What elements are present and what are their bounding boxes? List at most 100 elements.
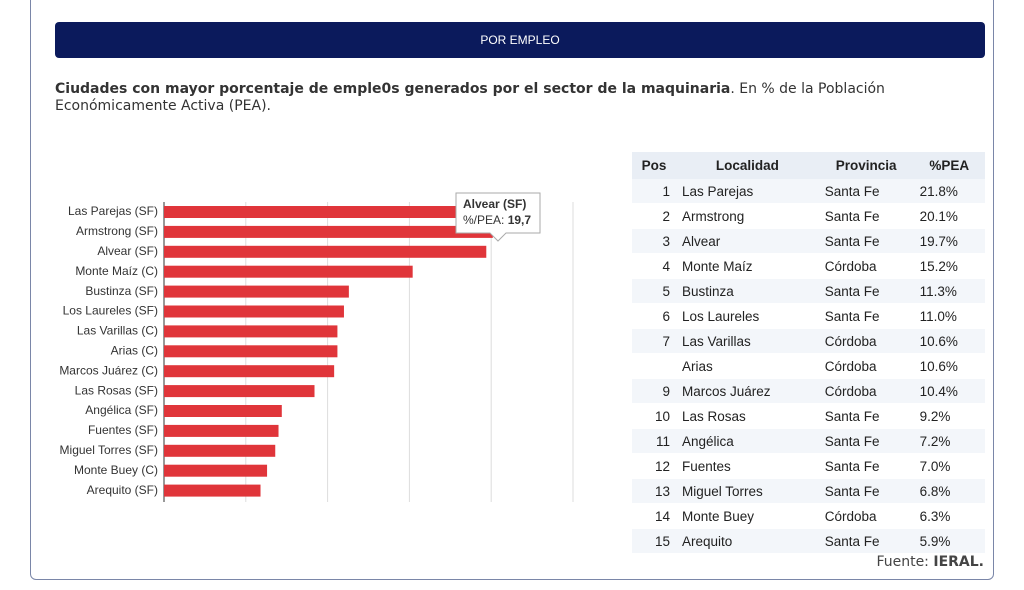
- table-row: 2 Armstrong Santa Fe 20.1%: [632, 203, 985, 229]
- y-tick-label: Monte Maíz (C): [75, 264, 158, 278]
- bar: [164, 444, 276, 457]
- table-cell: Alvear: [676, 228, 819, 254]
- table-cell: 6: [632, 303, 676, 329]
- panel: [30, 0, 994, 580]
- table-cell: 1: [632, 179, 676, 204]
- bar: [164, 464, 268, 477]
- y-tick-label: Angélica (SF): [85, 403, 158, 417]
- bar: [164, 345, 338, 358]
- tooltip: Alvear (SF) %/PEA: 19,7: [455, 192, 541, 242]
- table-cell: 5: [632, 278, 676, 304]
- table-cell: 11: [632, 428, 676, 454]
- table-cell: 7.0%: [913, 453, 985, 479]
- bar: [164, 285, 349, 298]
- table-row: 9 Marcos Juárez Córdoba 10.4%: [632, 378, 985, 404]
- description-bold: Ciudades con mayor porcentaje de emple0s…: [55, 81, 731, 97]
- table-header: Pos Localidad Provincia %PEA: [632, 152, 985, 179]
- table-cell: 10.6%: [913, 353, 985, 379]
- table-cell: Santa Fe: [818, 179, 914, 204]
- table-cell: 15.2%: [913, 253, 985, 279]
- section-header[interactable]: POR EMPLEO: [55, 22, 985, 58]
- bar: [164, 424, 279, 437]
- bar: [164, 325, 338, 338]
- y-tick-label: Los Laureles (SF): [63, 304, 158, 318]
- table-cell: Angélica: [676, 428, 819, 454]
- table-cell: Córdoba: [818, 253, 914, 279]
- table-cell: 12: [632, 453, 676, 479]
- table-cell: Santa Fe: [818, 303, 914, 329]
- table-row: 15 Arequito Santa Fe 5.9%: [632, 528, 985, 554]
- table-cell: Córdoba: [818, 378, 914, 404]
- table-cell: Córdoba: [818, 353, 914, 379]
- table-cell: Arequito: [676, 528, 819, 554]
- table-cell: 7.2%: [913, 428, 985, 454]
- table-cell: [632, 353, 676, 379]
- table-cell: 7: [632, 328, 676, 354]
- table-row: 3 Alvear Santa Fe 19.7%: [632, 228, 985, 254]
- table-cell: Marcos Juárez: [676, 378, 819, 404]
- table-cell: Santa Fe: [818, 403, 914, 429]
- table-cell: 9: [632, 378, 676, 404]
- table-cell: 19.7%: [913, 228, 985, 254]
- tooltip-label: %/PEA:: [463, 213, 508, 227]
- table-cell: 2: [632, 203, 676, 229]
- bar: [164, 305, 344, 318]
- table-cell: 11.0%: [913, 303, 985, 329]
- y-tick-label: Armstrong (SF): [76, 224, 158, 238]
- table-body: 1 Las Parejas Santa Fe 21.8% 2 Armstrong Santa…: [632, 179, 985, 554]
- bar: [164, 206, 521, 218]
- table-cell: Santa Fe: [818, 228, 914, 254]
- table-cell: Córdoba: [818, 503, 914, 529]
- table-cell: Bustinza: [676, 278, 819, 304]
- table-cell: 4: [632, 253, 676, 279]
- bar: [164, 385, 315, 398]
- table-cell: 5.9%: [913, 528, 985, 554]
- table-cell: Las Rosas: [676, 403, 819, 429]
- table-row: 1 Las Parejas Santa Fe 21.8%: [632, 179, 985, 204]
- table-cell: 3: [632, 228, 676, 254]
- y-tick-label: Las Rosas (SF): [75, 383, 158, 397]
- table-cell: 10.6%: [913, 328, 985, 354]
- footer-source: IERAL.: [933, 554, 984, 570]
- table-cell: Los Laureles: [676, 303, 819, 329]
- table-cell: Fuentes: [676, 453, 819, 479]
- tooltip-body: %/PEA: 19,7: [463, 213, 531, 227]
- table-cell: Santa Fe: [818, 453, 914, 479]
- y-tick-label: Las Varillas (C): [77, 324, 158, 338]
- table-row: 10 Las Rosas Santa Fe 9.2%: [632, 403, 985, 429]
- column-header: Provincia: [818, 152, 914, 179]
- column-header: Localidad: [676, 152, 819, 179]
- table-row: Arias Córdoba 10.6%: [632, 353, 985, 379]
- table-cell: Santa Fe: [818, 278, 914, 304]
- y-tick-label: Arequito (SF): [87, 483, 158, 497]
- y-tick-label: Fuentes (SF): [88, 423, 158, 437]
- table-cell: Arias: [676, 353, 819, 379]
- y-tick-label: Las Parejas (SF): [68, 204, 158, 218]
- table-cell: 6.8%: [913, 478, 985, 504]
- description: Ciudades con mayor porcentaje de emple0s…: [55, 81, 975, 115]
- table-cell: Córdoba: [818, 328, 914, 354]
- table-cell: 10.4%: [913, 378, 985, 404]
- header-title: POR EMPLEO: [480, 33, 560, 47]
- bar: [164, 245, 487, 258]
- column-header: Pos: [632, 152, 676, 179]
- y-tick-label: Monte Buey (C): [74, 463, 158, 477]
- table-cell: 6.3%: [913, 503, 985, 529]
- table-row: 11 Angélica Santa Fe 7.2%: [632, 428, 985, 454]
- table-cell: 21.8%: [913, 179, 985, 204]
- bar: [164, 365, 335, 378]
- table-cell: 11.3%: [913, 278, 985, 304]
- table-row: 14 Monte Buey Córdoba 6.3%: [632, 503, 985, 529]
- table-row: 4 Monte Maíz Córdoba 15.2%: [632, 253, 985, 279]
- table-cell: 9.2%: [913, 403, 985, 429]
- tooltip-title: Alvear (SF): [463, 197, 526, 211]
- table-cell: Santa Fe: [818, 203, 914, 229]
- y-tick-label: Miguel Torres (SF): [60, 443, 158, 457]
- chart: Las Parejas (SF) Armstrong (SF) Alvear (SF…: [59, 192, 574, 502]
- bar: [164, 265, 413, 278]
- table-cell: 10: [632, 403, 676, 429]
- footer-label: Fuente:: [876, 554, 934, 570]
- y-tick-label: Arias (C): [111, 343, 158, 357]
- bar: [164, 405, 282, 417]
